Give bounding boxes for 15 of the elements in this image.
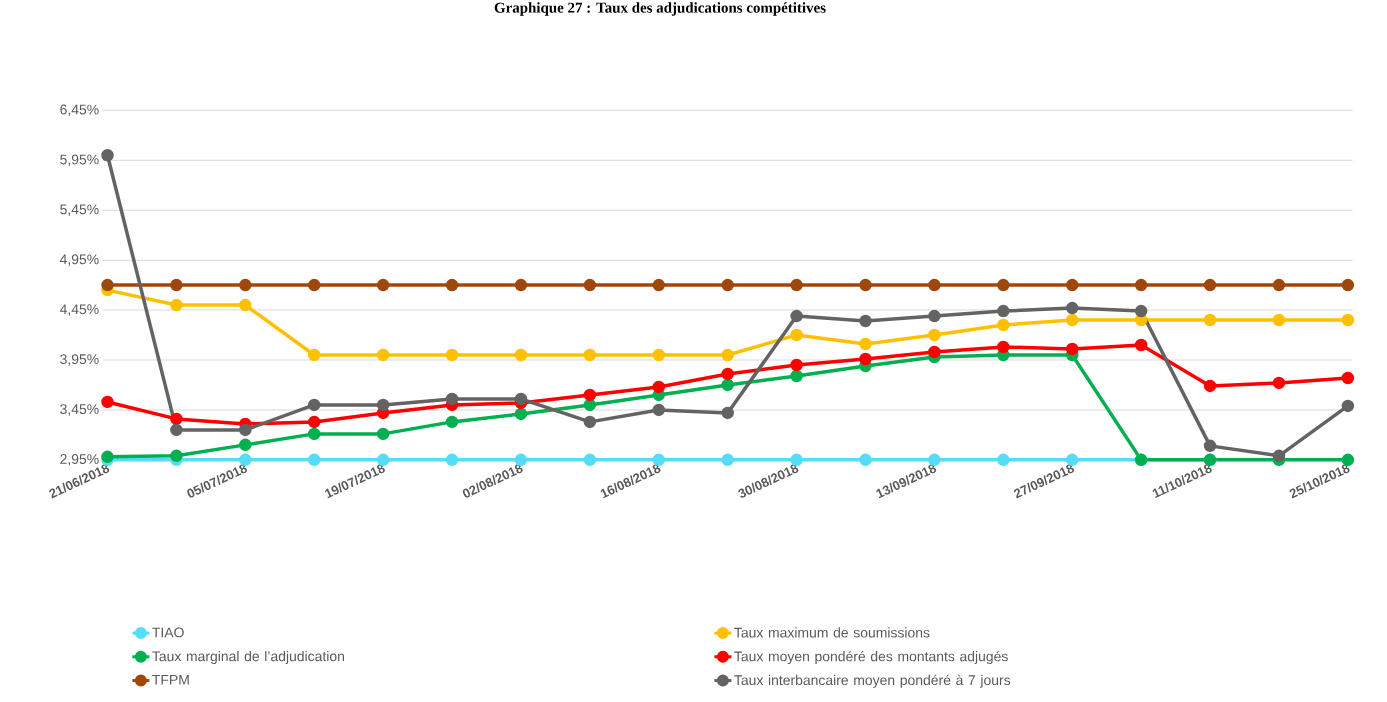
legend-label: Taux moyen pondéré des montants adjugés bbox=[734, 650, 1008, 665]
y-tick-label: 5,45% bbox=[60, 204, 99, 216]
y-tick-label: 3,45% bbox=[60, 404, 99, 416]
legend-label: Taux maximum de soumissions bbox=[734, 627, 930, 638]
legend-label: Taux marginal de l’adjudication bbox=[152, 650, 344, 664]
y-tick-label: 5,95% bbox=[60, 154, 99, 167]
y-tick-label: 6,45% bbox=[60, 104, 99, 117]
y-tick-label: 4,95% bbox=[59, 254, 99, 266]
y-tick-label: 4,45% bbox=[59, 304, 99, 316]
y-tick-label: 3,95% bbox=[60, 354, 99, 366]
chart-title: Graphique 27 : Taux des adjudications compétitives bbox=[494, 2, 826, 16]
legend-label: Taux interbancaire moyen pondéré à 7 jours bbox=[734, 674, 1011, 688]
legend-label: TIAO bbox=[152, 627, 184, 638]
y-tick-label: 2,95% bbox=[60, 454, 99, 466]
legend-label: TFPM bbox=[152, 675, 189, 685]
